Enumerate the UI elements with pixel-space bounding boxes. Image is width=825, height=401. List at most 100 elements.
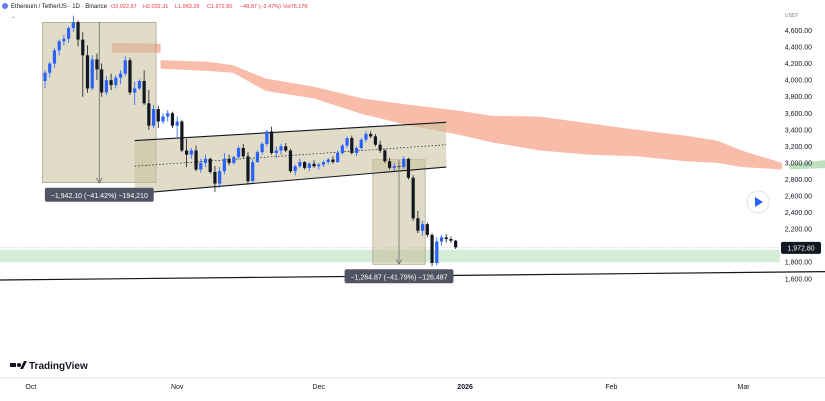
tradingview-logo-mark (10, 363, 16, 367)
symbol-title: Ethereum / TetherUS · 1D · Binance (11, 4, 108, 10)
chevron-down-icon[interactable]: ⌄ (11, 14, 16, 20)
candle-body-45 (255, 152, 260, 163)
channel-mid-line (134, 144, 447, 167)
candle-body-32 (194, 150, 198, 170)
measure-arrowhead-1 (95, 177, 103, 184)
candle-body-53 (293, 166, 297, 172)
candle-body-8 (81, 39, 85, 56)
candle-body-61 (331, 159, 335, 163)
candle-body-66 (354, 148, 359, 153)
candle-body-0 (43, 72, 47, 81)
candle-body-49 (274, 150, 278, 153)
y-tick-label: 3,800.00 (785, 94, 812, 101)
y-tick-label: 2,200.00 (785, 227, 812, 234)
candle-body-60 (326, 159, 330, 163)
x-tick-label: Oct (25, 384, 36, 391)
candle-body-59 (321, 162, 326, 165)
candle-body-9 (85, 55, 90, 89)
candle-body-84 (439, 237, 444, 242)
candle-body-55 (303, 162, 307, 168)
ohlc-high: H2,032.31 (143, 4, 168, 10)
candle-body-86 (449, 239, 453, 241)
candle-body-58 (317, 164, 321, 167)
candle-body-13 (104, 80, 108, 93)
candle-body-7 (76, 22, 80, 40)
candle-body-37 (218, 171, 222, 184)
chart-header: Ethereum / TetherUS · 1D · Binance O2,02… (2, 3, 308, 20)
candle-body-72 (383, 150, 387, 162)
candle-body-52 (288, 150, 293, 172)
candle-body-56 (307, 163, 311, 168)
candle-body-65 (350, 138, 354, 153)
ohlc-open: O2,022.67 (111, 4, 137, 10)
candle-body-67 (359, 139, 363, 149)
candle-body-34 (203, 158, 208, 163)
candle-body-38 (222, 158, 226, 172)
y-tick-label: 3,600.00 (785, 111, 812, 118)
y-tick-label: 3,200.00 (785, 144, 812, 151)
candle-body-17 (123, 60, 127, 74)
candle-body-26 (166, 113, 170, 117)
channel-upper-line (134, 121, 447, 142)
last-price-badge (781, 241, 821, 254)
candle-body-63 (340, 145, 344, 153)
candle-body-22 (147, 103, 151, 126)
candle-body-42 (241, 148, 245, 157)
candle-body-36 (213, 172, 217, 184)
candle-body-2 (52, 50, 57, 64)
candle-body-78 (411, 177, 415, 219)
candle-body-16 (118, 73, 123, 78)
y-tick-label: 3,400.00 (785, 127, 812, 134)
candle-body-48 (269, 131, 274, 153)
candle-body-82 (430, 234, 434, 264)
candle-body-1 (48, 63, 52, 73)
candle-body-30 (185, 150, 189, 155)
ohlc-close: C1,972.80 (207, 4, 232, 10)
volume-value: Vol76.17K (283, 4, 308, 10)
candle-body-25 (161, 116, 165, 122)
y-tick-label: 4,200.00 (785, 61, 812, 68)
candle-body-51 (284, 146, 288, 151)
x-tick-label: Feb (605, 384, 617, 391)
candle-body-80 (421, 224, 425, 231)
candle-body-39 (227, 158, 231, 163)
candle-body-5 (67, 28, 71, 39)
ohlc-change: −49.87 (−2.47%) (240, 4, 281, 10)
candle-body-18 (128, 60, 132, 93)
tradingview-logo-text: TradingView (29, 361, 88, 372)
y-tick-label: 4,600.00 (785, 28, 812, 35)
candle-body-85 (444, 237, 448, 240)
y-tick-label: 3,000.00 (785, 160, 812, 167)
candle-body-83 (435, 241, 439, 264)
candle-body-24 (156, 109, 160, 122)
x-tick-label: 2026 (457, 384, 473, 391)
play-icon[interactable] (755, 197, 763, 207)
candle-body-87 (454, 240, 458, 248)
y-tick-label: 4,400.00 (785, 45, 812, 52)
ethereum-icon (2, 3, 8, 9)
candle-body-43 (246, 156, 250, 182)
ichimoku-cloud-bullish (790, 160, 825, 170)
x-tick-label: Nov (171, 384, 184, 391)
candle-body-6 (71, 22, 75, 29)
candle-body-46 (260, 143, 264, 153)
y-tick-label: 2,800.00 (785, 177, 812, 184)
candle-body-47 (265, 131, 269, 144)
time-axis[interactable]: Oct Nov Dec 2026 Feb Mar (25, 384, 750, 391)
candle-body-68 (364, 133, 368, 140)
candle-body-11 (95, 59, 99, 70)
y-tick-label: 1,600.00 (785, 276, 812, 283)
candle-body-81 (425, 224, 429, 235)
y-tick-label: 2,600.00 (785, 194, 812, 201)
candle-body-74 (392, 166, 396, 168)
candle-body-4 (62, 38, 66, 42)
last-price-value: 1,972.80 (787, 245, 814, 252)
measure-label-1: −1,942.10 (−41.42%) −194,210 (51, 193, 148, 200)
replay-button[interactable] (746, 190, 770, 214)
currency-label: USDT (785, 13, 799, 19)
price-axis[interactable]: 4,600.00 4,400.00 4,200.00 4,000.00 3,800.00… (781, 28, 821, 283)
tradingview-logo: TradingView (10, 361, 88, 372)
candle-body-20 (137, 80, 142, 89)
candle-body-15 (114, 77, 118, 86)
